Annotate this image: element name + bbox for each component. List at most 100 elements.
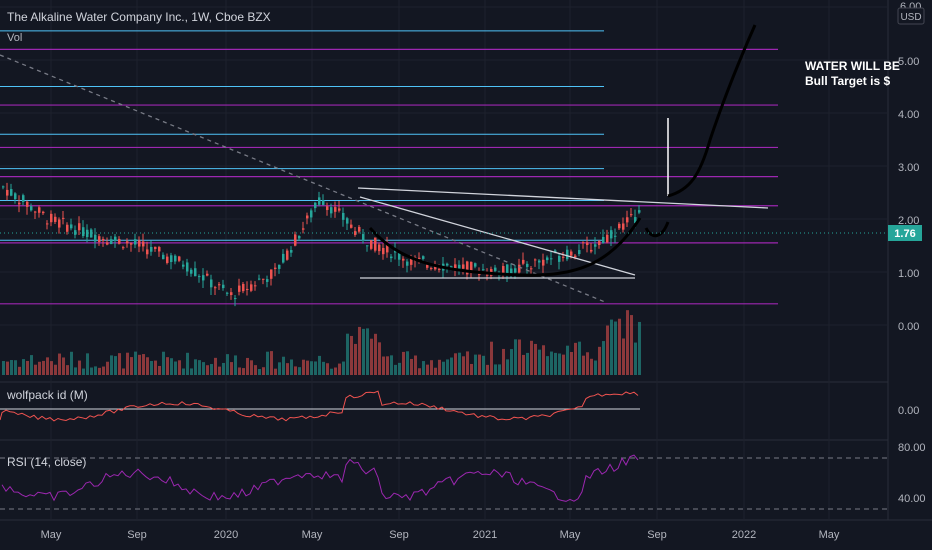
candle-body [466, 261, 469, 275]
volume-bar [62, 357, 65, 375]
candle-body [310, 210, 313, 218]
volume-bar [422, 361, 425, 375]
volume-bar [466, 351, 469, 375]
candle-body [102, 238, 105, 241]
currency-badge[interactable] [897, 7, 925, 25]
price-axis[interactable]: 6.00 5.00 4.00 3.00 2.00 1.00 0.00 [898, 1, 921, 333]
candle-body [74, 230, 77, 235]
candle-body [26, 201, 29, 207]
volume-bar [26, 360, 29, 375]
volume-bar [390, 355, 393, 375]
volume-bar [470, 363, 473, 375]
volume-bar [126, 352, 129, 375]
volume-bar [118, 353, 121, 375]
volume-bar [266, 351, 269, 375]
volume-label[interactable]: Vol [7, 32, 22, 44]
volume-bar [554, 352, 557, 375]
volume-bar [410, 358, 413, 375]
annotation-line-2[interactable]: Bull Target is $ [805, 74, 890, 88]
candle-body [406, 261, 409, 266]
volume-bar [214, 357, 217, 375]
candle-body [238, 285, 241, 292]
volume-bar [442, 361, 445, 375]
rsi-label[interactable]: RSI (14, close) [7, 455, 86, 469]
projection-curve[interactable] [667, 24, 757, 198]
candle-body [478, 274, 481, 276]
volume-bar [94, 366, 97, 375]
candlesticks [2, 182, 641, 307]
price-tick: 4.00 [898, 109, 919, 121]
candle-body [230, 292, 233, 296]
candle-body [6, 189, 9, 196]
volume-bar [318, 355, 321, 375]
candle-body [590, 249, 593, 252]
cup-curve[interactable] [368, 217, 642, 277]
wolfpack-label[interactable]: wolfpack id (M) [6, 388, 88, 402]
candle-body [202, 275, 205, 281]
candle-body [114, 236, 117, 241]
symbol-title[interactable]: The Alkaline Water Company Inc., 1W, Cbo… [7, 10, 271, 24]
time-axis[interactable]: May Sep 2020 May Sep 2021 May Sep 2022 M… [41, 529, 840, 541]
volume-bar [270, 351, 273, 375]
volume-bar [278, 362, 281, 375]
candle-body [86, 229, 89, 238]
volume-bar [138, 354, 141, 375]
volume-bar [578, 341, 581, 375]
volume-bar [374, 333, 377, 375]
dashed-downtrend-line[interactable] [0, 54, 606, 303]
volume-bar [234, 355, 237, 375]
volume-bar [358, 326, 361, 375]
volume-bar [174, 361, 177, 375]
volume-bar [258, 368, 261, 375]
volume-bar [90, 367, 93, 375]
volume-bar [426, 364, 429, 375]
volume-bar [462, 356, 465, 375]
candle-body [298, 235, 301, 239]
horizontal-levels[interactable] [0, 30, 778, 305]
candle-body [334, 207, 337, 212]
candle-body [150, 246, 153, 252]
candle-body [62, 217, 65, 219]
candle-body [174, 255, 177, 262]
volume-bar [634, 342, 637, 375]
volume-bar [106, 361, 109, 375]
candle-body [182, 264, 185, 267]
volume-bar [346, 333, 349, 375]
volume-bar [182, 368, 185, 375]
candle-body [274, 267, 277, 269]
volume-bar [70, 351, 73, 375]
candle-body [446, 263, 449, 266]
volume-bar [198, 360, 201, 375]
volume-bar [2, 361, 5, 375]
annotation-line-1[interactable]: WATER WILL BE [805, 59, 900, 73]
volume-bar [526, 352, 529, 375]
volume-bar [482, 355, 485, 375]
volume-bar [194, 359, 197, 375]
candle-body [626, 217, 629, 223]
volume-bar [570, 351, 573, 375]
candle-body [322, 200, 325, 205]
volume-bar [546, 356, 549, 375]
handle-curve[interactable] [644, 221, 670, 238]
time-tick: Sep [647, 529, 667, 541]
candle-body [594, 244, 597, 247]
volume-bar [74, 367, 77, 375]
candle-body [550, 258, 553, 260]
descending-wedge-line[interactable] [359, 196, 636, 276]
price-tick: 2.00 [898, 215, 919, 227]
drawings[interactable] [0, 24, 769, 303]
rsi-tick: 80.00 [898, 442, 926, 454]
candle-body [254, 285, 257, 287]
candle-body [178, 256, 181, 261]
volume-bar [494, 364, 497, 375]
volume-bar [10, 360, 13, 375]
candle-body [50, 213, 53, 223]
resistance-trendline[interactable] [357, 187, 769, 209]
time-tick: May [560, 529, 581, 541]
candle-body [290, 250, 293, 253]
candle-body [58, 219, 61, 228]
volume-bar [322, 361, 325, 375]
candle-body [354, 231, 357, 235]
candle-body [538, 260, 541, 263]
